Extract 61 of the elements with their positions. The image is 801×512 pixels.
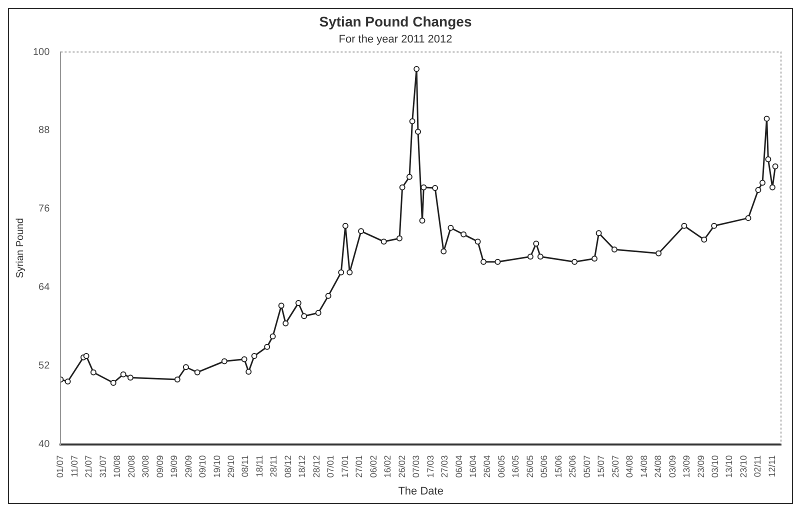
x-tick-label: 08/12: [282, 455, 293, 478]
x-tick-label: 20/08: [126, 455, 136, 478]
x-tick-label: 16/02: [382, 455, 393, 478]
y-tick-label: 76: [38, 204, 50, 215]
x-tick-label: 07/01: [326, 455, 336, 478]
x-tick-label: 13/10: [724, 455, 734, 478]
x-tick-label: 05/07: [582, 455, 592, 478]
x-tick-label: 28/12: [311, 455, 322, 478]
x-tick-label: 01/07: [55, 455, 66, 478]
x-tick-label: 05/06: [539, 455, 550, 478]
y-tick-label: 88: [38, 125, 50, 136]
x-tick-label: 12/11: [766, 455, 777, 478]
y-tick-label: 52: [38, 360, 50, 372]
x-tick-label: 25/07: [610, 455, 620, 478]
x-tick-label: 16/05: [510, 455, 521, 478]
x-tick-label: 07/03: [411, 455, 422, 478]
x-axis-title: The Date: [398, 485, 444, 498]
x-tick-label: 18/12: [297, 455, 308, 478]
x-tick-label: 23/09: [696, 455, 706, 478]
x-tick-label: 08/11: [240, 455, 250, 478]
x-tick-label: 27/03: [440, 455, 450, 478]
x-tick-label: 29/09: [183, 455, 194, 478]
x-tick-label: 26/05: [524, 455, 535, 478]
x-tick-label: 27/01: [354, 455, 364, 478]
x-tick-label: 15/06: [553, 455, 564, 478]
x-tick-label: 09/10: [198, 455, 208, 478]
x-tick-label: 31/07: [98, 455, 108, 478]
x-tick-label: 04/08: [624, 455, 635, 478]
x-tick-label: 19/10: [212, 455, 222, 478]
chart-title: Sytian Pound Changes: [319, 13, 472, 30]
x-tick-label: 23/10: [738, 455, 748, 478]
x-tick-label: 06/04: [454, 455, 464, 478]
y-axis-title: Syrian Pound: [14, 218, 26, 278]
x-tick-label: 28/11: [268, 455, 279, 478]
x-tick-label: 14/08: [638, 455, 649, 478]
x-tick-label: 19/09: [169, 455, 180, 478]
x-tick-label: 30/08: [140, 455, 151, 478]
x-tick-label: 18/11: [254, 455, 264, 478]
x-tick-label: 17/01: [340, 455, 350, 478]
x-tick-label: 26/04: [482, 455, 492, 478]
y-tick-label: 40: [38, 439, 50, 450]
x-tick-label: 11/07: [69, 455, 80, 478]
x-tick-label: 16/04: [468, 455, 478, 478]
x-tick-label: 09/09: [154, 455, 165, 478]
x-tick-label: 29/10: [226, 455, 236, 478]
x-tick-label: 26/02: [396, 455, 407, 478]
x-tick-label: 13/09: [682, 455, 692, 478]
y-tick-label: 100: [32, 46, 50, 58]
x-tick-label: 06/05: [496, 455, 506, 478]
x-tick-label: 17/03: [425, 455, 436, 478]
x-tick-label: 03/09: [667, 455, 678, 478]
x-tick-label: 15/07: [596, 455, 606, 478]
y-tick-label: 64: [38, 282, 50, 294]
x-tick-label: 24/08: [653, 455, 664, 478]
x-tick-label: 06/02: [368, 455, 378, 478]
x-tick-label: 21/07: [84, 455, 94, 478]
chart-subtitle: For the year 2011 2012: [338, 33, 452, 46]
x-tick-label: 10/08: [112, 455, 122, 478]
x-tick-label: 25/06: [568, 455, 578, 478]
x-tick-label: 03/10: [710, 455, 720, 478]
x-tick-label: 02/11: [752, 455, 763, 478]
